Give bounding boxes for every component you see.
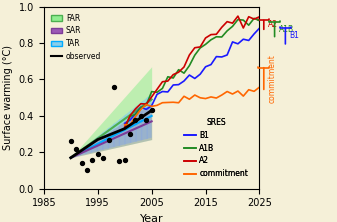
Point xyxy=(149,109,154,112)
Text: B1: B1 xyxy=(290,31,300,40)
Text: commitment: commitment xyxy=(268,54,277,103)
Point xyxy=(138,114,144,118)
Point xyxy=(73,147,79,151)
Text: A2: A2 xyxy=(268,20,278,29)
Point xyxy=(133,118,138,121)
Point xyxy=(79,161,84,165)
Point xyxy=(84,169,90,172)
Point xyxy=(122,158,127,161)
Point xyxy=(144,118,149,121)
Point xyxy=(117,160,122,163)
Point xyxy=(95,152,100,156)
Point xyxy=(127,132,133,136)
Point xyxy=(100,156,106,160)
Point xyxy=(68,140,73,143)
Y-axis label: Surface warming (°C): Surface warming (°C) xyxy=(3,45,13,150)
Point xyxy=(90,158,95,161)
Point xyxy=(111,85,117,89)
Legend: B1, A1B, A2, commitment: B1, A1B, A2, commitment xyxy=(181,115,251,181)
X-axis label: Year: Year xyxy=(140,214,163,222)
Text: A1B: A1B xyxy=(279,25,294,34)
Point xyxy=(106,138,111,141)
